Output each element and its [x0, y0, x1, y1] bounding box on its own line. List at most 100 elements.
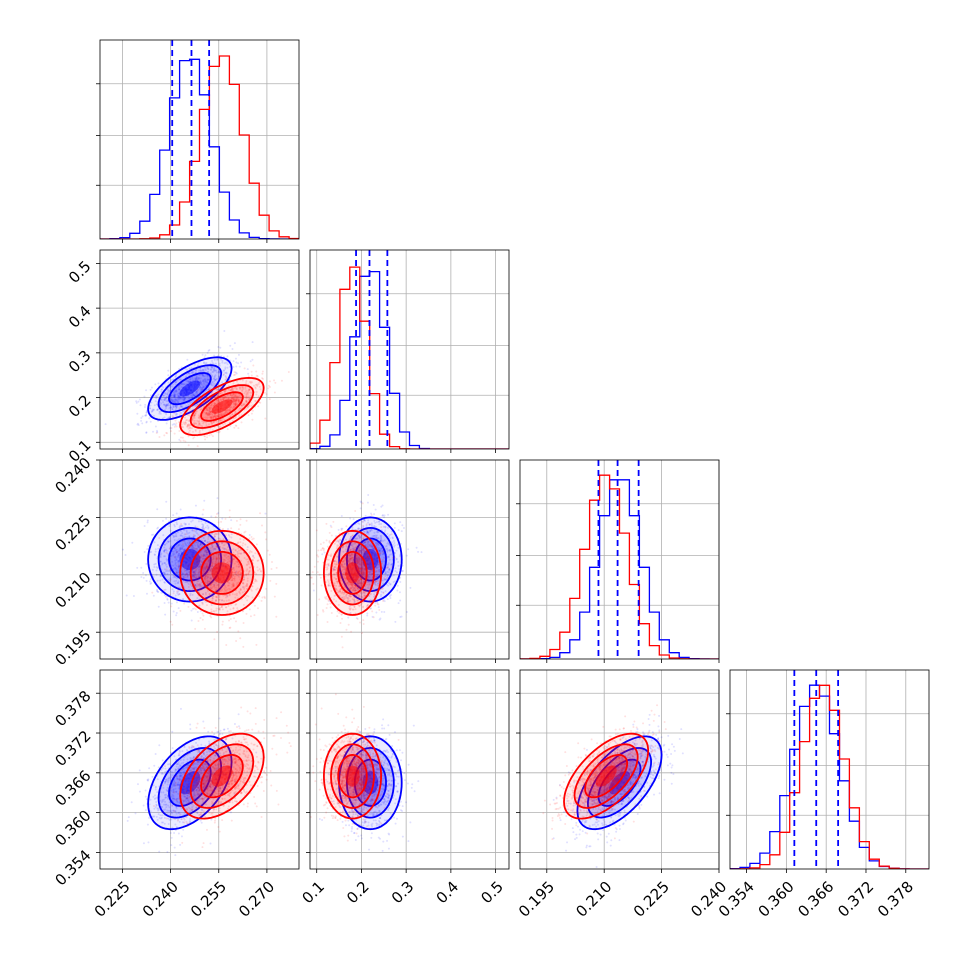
- sample-point: [224, 606, 227, 609]
- sample-point: [173, 394, 176, 397]
- sample-point: [216, 533, 219, 536]
- sample-point: [161, 563, 164, 566]
- sample-point: [389, 583, 392, 586]
- sample-point: [197, 571, 200, 574]
- sample-point: [361, 567, 364, 570]
- sample-point: [159, 579, 162, 582]
- sample-point: [245, 396, 248, 399]
- sample-point: [190, 410, 193, 413]
- sample-point: [209, 372, 212, 375]
- sample-point: [238, 552, 241, 555]
- sample-point: [212, 416, 215, 419]
- sample-point: [238, 365, 241, 368]
- sample-point: [159, 453, 161, 455]
- sample-point: [165, 517, 168, 520]
- sample-point: [194, 627, 197, 630]
- sample-point: [234, 571, 237, 574]
- sample-point: [197, 520, 200, 523]
- sample-point: [231, 577, 234, 580]
- sample-point: [160, 388, 163, 391]
- sample-point: [184, 397, 187, 400]
- sample-point: [153, 404, 156, 407]
- sample-point: [359, 535, 362, 538]
- sample-point: [214, 374, 217, 377]
- sample-point: [333, 566, 336, 569]
- y-tick-label: 0.225: [51, 511, 94, 554]
- sample-point: [329, 524, 332, 527]
- sample-point: [348, 559, 351, 562]
- sample-point: [226, 363, 229, 366]
- sample-point: [385, 544, 388, 547]
- sample-point: [378, 618, 381, 621]
- sample-point: [345, 556, 348, 559]
- sample-point: [150, 533, 153, 536]
- sample-point: [229, 588, 232, 591]
- sample-point: [188, 579, 191, 582]
- sample-point: [219, 538, 222, 541]
- sample-point: [223, 548, 226, 551]
- sample-point: [198, 584, 201, 587]
- sample-point: [385, 578, 388, 581]
- sample-point: [213, 395, 216, 398]
- sample-point: [218, 375, 221, 378]
- sample-point: [234, 398, 237, 401]
- sample-point: [164, 543, 167, 546]
- sample-point: [368, 583, 371, 586]
- sample-point: [225, 644, 228, 647]
- sample-point: [195, 404, 198, 407]
- sample-point: [206, 381, 209, 384]
- sample-point: [392, 539, 395, 542]
- sample-point: [215, 589, 218, 592]
- sample-point: [208, 408, 211, 411]
- sample-point: [156, 431, 159, 434]
- sample-point: [191, 401, 194, 404]
- sample-point: [239, 637, 242, 640]
- sample-point: [173, 538, 176, 541]
- y-tick-label: 0.2: [65, 391, 95, 421]
- sample-point: [205, 549, 208, 552]
- sample-point: [240, 389, 243, 392]
- sample-point: [384, 545, 387, 548]
- sample-point: [227, 604, 230, 607]
- sample-point: [230, 586, 233, 589]
- sample-point: [236, 571, 239, 574]
- sample-point: [376, 537, 379, 540]
- sample-point: [357, 588, 360, 591]
- sample-point: [177, 397, 180, 400]
- sample-point: [261, 370, 264, 373]
- sample-point: [261, 596, 264, 599]
- sample-point: [149, 404, 152, 407]
- sample-point: [205, 551, 208, 554]
- sample-point: [225, 371, 228, 374]
- sample-point: [351, 526, 354, 529]
- sample-point: [207, 411, 210, 414]
- sample-point: [235, 387, 238, 390]
- sample-point: [179, 397, 182, 400]
- sample-point: [271, 560, 274, 563]
- sample-point: [199, 408, 202, 411]
- sample-point: [238, 576, 241, 579]
- sample-point: [366, 530, 369, 533]
- sample-point: [212, 548, 215, 551]
- sample-point: [156, 408, 159, 411]
- sample-point: [252, 582, 255, 585]
- sample-point: [143, 551, 146, 554]
- sample-point: [183, 548, 186, 551]
- sample-point: [220, 606, 223, 609]
- sample-point: [186, 573, 189, 576]
- sample-point: [191, 417, 194, 420]
- sample-point: [384, 570, 387, 573]
- sample-point: [369, 571, 372, 574]
- sample-point: [205, 412, 208, 415]
- sample-point: [206, 567, 209, 570]
- sample-point: [214, 402, 217, 405]
- sample-point: [245, 380, 248, 383]
- sample-point: [164, 572, 167, 575]
- sample-point: [170, 602, 173, 605]
- sample-point: [210, 416, 213, 419]
- sample-point: [232, 382, 235, 385]
- sample-point: [258, 568, 261, 571]
- sample-point: [175, 533, 178, 536]
- sample-point: [352, 547, 355, 550]
